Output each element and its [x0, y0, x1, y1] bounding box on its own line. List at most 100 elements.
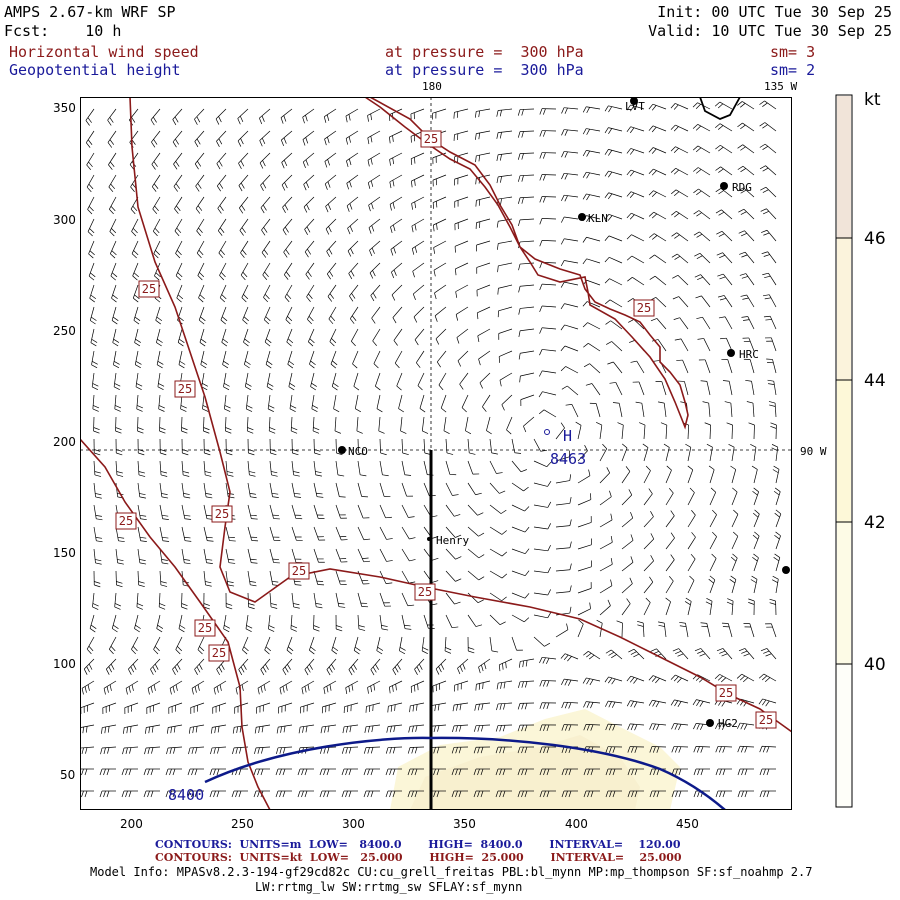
wind-barb-feather	[265, 646, 272, 652]
wind-barb-feather	[546, 680, 550, 687]
wind-barb-feather	[696, 700, 701, 706]
model-info-physics: LW:rrtmg_lw SW:rrtmg_sw SFLAY:sf_mynn	[255, 880, 523, 894]
wind-barb	[445, 504, 455, 517]
wind-barb	[393, 328, 403, 341]
wind-barb-feather	[524, 768, 528, 776]
wind-barb-feather	[546, 702, 550, 709]
wind-barb-feather	[575, 421, 582, 426]
wind-barb-feather	[433, 725, 436, 733]
wind-barb-feather	[696, 723, 700, 730]
wind-barb-feather	[547, 544, 551, 551]
wind-barb-feather	[411, 747, 414, 754]
wind-barb-feather	[762, 146, 769, 151]
wind-barb-feather	[701, 625, 708, 628]
wind-barb	[457, 350, 469, 362]
wind-barb-feather	[455, 291, 458, 298]
wind-barb-feather	[179, 360, 186, 365]
wind-barb-feather	[376, 650, 383, 655]
wind-barb	[345, 130, 359, 139]
wind-barb	[93, 548, 96, 563]
wind-barb	[313, 460, 317, 475]
wind-barb-feather	[740, 232, 748, 237]
wind-barb-feather	[153, 684, 156, 691]
wind-barb	[743, 208, 755, 220]
wind-barb-feather	[650, 510, 654, 517]
wind-barb-feather	[138, 471, 145, 474]
wind-barb-feather	[106, 686, 109, 693]
wind-barb-feather	[674, 338, 682, 341]
wind-barb	[520, 218, 535, 221]
wind-barb-feather	[569, 585, 572, 592]
wind-barb	[263, 306, 271, 320]
wind-barb	[261, 218, 271, 231]
wind-barb-feather	[569, 606, 572, 614]
wind-barb-feather	[202, 408, 209, 412]
wind-barb	[555, 629, 569, 638]
wind-barb	[454, 196, 469, 202]
wind-barb-feather	[477, 747, 480, 754]
wind-barb-feather	[578, 619, 584, 625]
wind-barb-feather	[475, 684, 477, 691]
high-center-marker	[544, 429, 550, 435]
wind-barb	[643, 493, 653, 506]
wind-barb-feather	[567, 679, 572, 686]
wind-barb-feather	[496, 110, 499, 117]
wind-barb	[564, 216, 579, 220]
wind-barb	[433, 240, 447, 248]
wind-barb-feather	[699, 653, 706, 657]
wind-barb	[178, 350, 183, 365]
wind-barb-feather	[506, 429, 512, 435]
wind-barb-feather	[752, 512, 759, 518]
wind-barb-feather	[183, 474, 190, 477]
wind-barb-feather	[451, 626, 459, 629]
wind-barb-feather	[520, 469, 527, 473]
wind-barb-feather	[740, 168, 747, 173]
wind-barb	[621, 583, 633, 594]
wind-barb-feather	[670, 103, 676, 109]
wind-barb-feather	[308, 293, 313, 299]
wind-barb	[129, 152, 139, 165]
y-tick: 200	[53, 435, 76, 449]
wind-barb-feather	[677, 677, 682, 683]
wind-barb-feather	[700, 746, 704, 753]
wind-barb-feather	[270, 449, 277, 452]
wind-barb-feather	[501, 404, 505, 411]
wind-barb-feather	[730, 556, 737, 562]
wind-barb-feather	[416, 362, 421, 368]
wind-barb	[225, 570, 229, 585]
wind-barb-feather	[191, 688, 194, 695]
wind-barb-feather	[216, 669, 220, 676]
wind-barb	[134, 350, 139, 365]
wind-barb-feather	[465, 430, 472, 435]
wind-barb-feather	[605, 320, 611, 325]
wind-barb-feather	[270, 603, 277, 606]
wind-barb-feather	[325, 228, 330, 235]
wind-barb-feather	[209, 790, 213, 798]
wind-barb-feather	[611, 654, 617, 659]
wind-barb	[555, 480, 570, 484]
wind-barb-feather	[155, 272, 161, 278]
wind-barb-feather	[751, 575, 758, 580]
wind-barb-feather	[753, 553, 759, 559]
wind-barb-feather	[367, 790, 370, 798]
wind-barb-feather	[320, 726, 323, 734]
wind-barb-feather	[226, 449, 233, 452]
wind-barb-feather	[475, 492, 482, 496]
wind-barb-feather	[228, 562, 236, 564]
wind-barb-feather	[458, 790, 462, 798]
wind-barb	[467, 614, 477, 627]
wind-barb-feather	[313, 625, 320, 629]
wind-barb-feather	[111, 272, 118, 278]
wind-barb-feather	[110, 205, 116, 212]
wind-barb-feather	[226, 606, 233, 610]
wind-barb	[212, 702, 227, 708]
wind-barb	[93, 504, 97, 519]
wind-barb	[699, 253, 711, 264]
wind-barb-feather	[583, 343, 589, 348]
wind-barb	[313, 526, 320, 541]
wind-barb-feather	[759, 768, 763, 776]
wind-barb-feather	[708, 465, 715, 470]
wind-barb-feather	[673, 169, 680, 175]
wind-barb-feather	[524, 724, 528, 732]
wind-barb	[151, 130, 161, 143]
